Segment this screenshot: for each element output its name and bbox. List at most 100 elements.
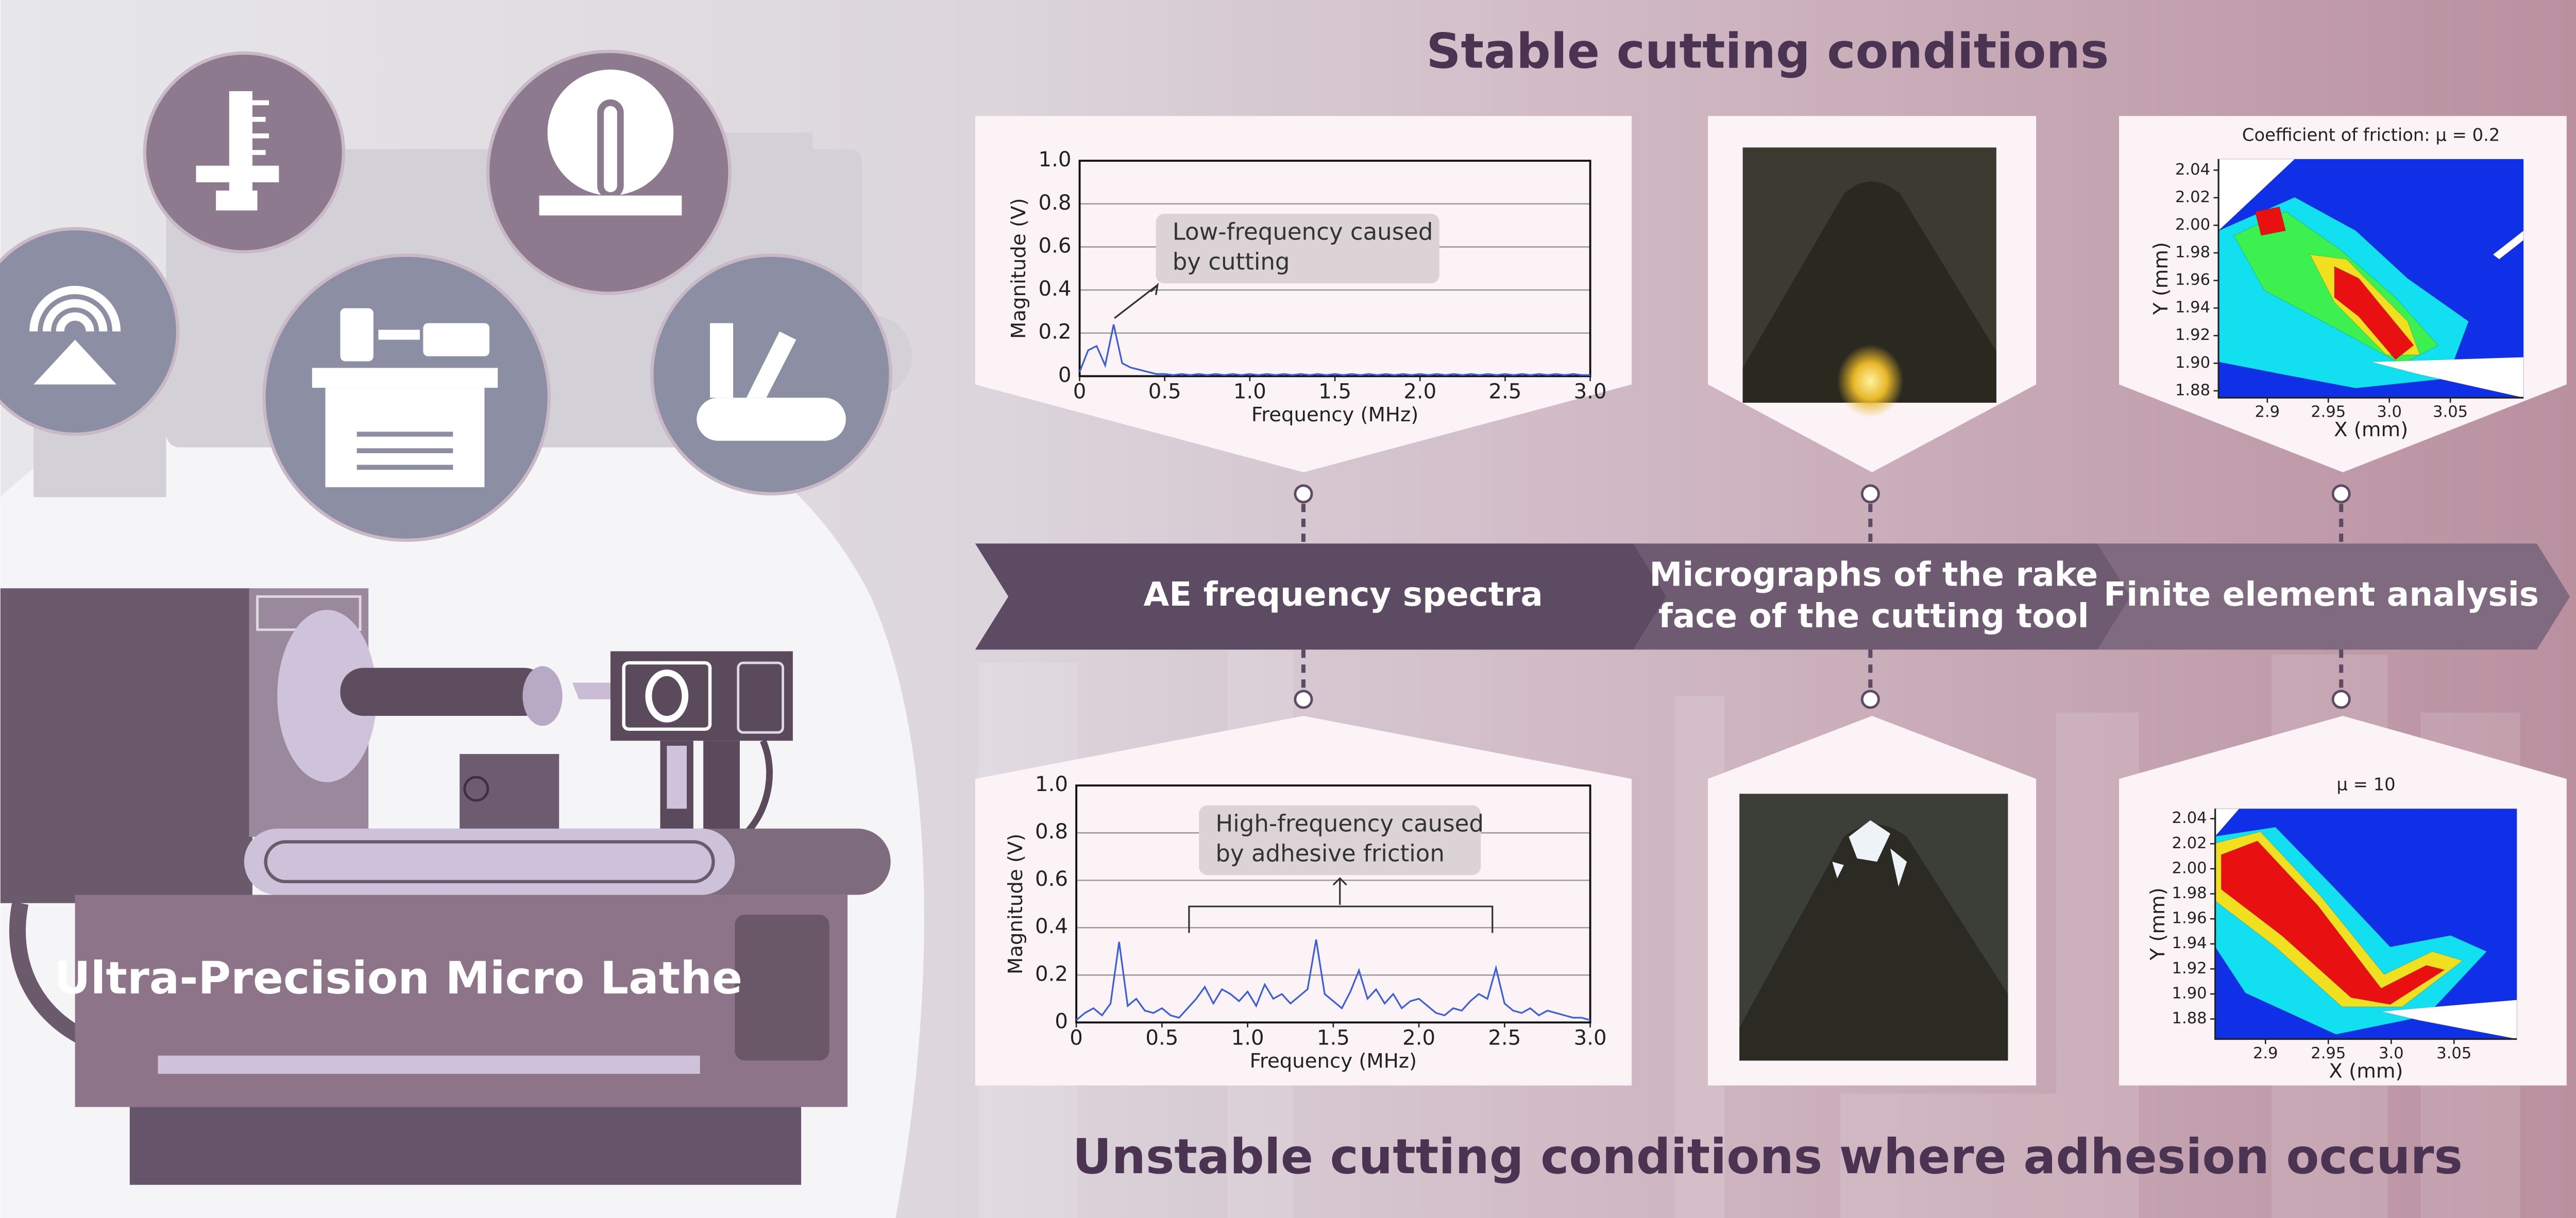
axis-lines [2214, 809, 2517, 1040]
micrographs-part [1742, 181, 1996, 403]
plot-title: Coefficient of friction: μ = 0.2 [2242, 125, 2500, 145]
x-tick-label: 0.5 [1145, 1026, 1178, 1050]
annotation-text: Low-frequency caused [1173, 218, 1433, 246]
arrow-head [1150, 282, 1159, 296]
flow-band-part [2097, 543, 2570, 650]
tool-icons-part [604, 106, 617, 193]
lathe: Ultra-Precision Micro Lathe [0, 588, 891, 1185]
x-tick-label: 3.0 [1574, 380, 1607, 404]
tool-icons-part [33, 339, 117, 385]
lathe-part [277, 610, 377, 782]
y-tick-label: 2.04 [2175, 161, 2210, 179]
plot-frame [1075, 784, 1591, 1024]
tool-icons-part [423, 323, 490, 356]
y-tick-label: 1.90 [2175, 354, 2210, 372]
annotation-text: by adhesive friction [1215, 839, 1445, 867]
contour-region [2221, 840, 2446, 1005]
y-tick-label: 1.92 [2172, 959, 2207, 977]
lathe-part [0, 588, 252, 903]
x-tick-label: 1.0 [1233, 380, 1266, 404]
y-tick-label: 1.90 [2172, 984, 2207, 1002]
y-tick-label: 0 [1055, 1009, 1068, 1033]
x-tick-label: 2.9 [2253, 1044, 2278, 1062]
machine-label: Ultra-Precision Micro Lathe [54, 952, 742, 1004]
lathe-part [645, 669, 689, 723]
arrow-head [1332, 877, 1347, 886]
y-tick-label: 1.98 [2175, 244, 2210, 262]
y-tick-label: 1.0 [1038, 148, 1071, 171]
y-tick-label: 0.4 [1035, 915, 1068, 938]
lathe-part [9, 901, 84, 1043]
tool-icons-part [252, 100, 269, 155]
y-tick-label: 1.94 [2175, 299, 2210, 317]
tool-icons-part [325, 387, 485, 487]
lathe-part [572, 682, 613, 699]
annotation-box [1156, 214, 1439, 284]
lathe-part [610, 651, 793, 741]
x-tick-label: 3.0 [2379, 1044, 2404, 1062]
x-tick-label: 2.95 [2311, 403, 2346, 421]
x-tick-label: 3.0 [1574, 1026, 1607, 1050]
background-part-part [1840, 1093, 2090, 1218]
chart: 1.88 1.90 1.92 1.94 1.96 1.98 2.00 2.02 2.04 2.9 2… [2146, 775, 2517, 1083]
y-axis-label: Magnitude (V) [1004, 834, 1027, 974]
lathe-part [737, 661, 784, 734]
y-tick-label: 1.88 [2172, 1009, 2207, 1027]
plot-title: μ = 10 [2336, 775, 2395, 795]
lathe-part [463, 776, 489, 802]
y-tick-label: 1.98 [2172, 884, 2207, 902]
chart: 0 0.2 0.4 0.6 0.8 1.0 0 0.5 1.0 1.5 2.0 2.5 3.0 Frequ… [1007, 148, 1606, 426]
y-tick-label: 1.92 [2175, 326, 2210, 344]
flow-band-part [1294, 484, 2351, 709]
x-axis-label: Frequency (MHz) [1251, 403, 1418, 426]
charts: 0 0.2 0.4 0.6 0.8 1.0 0 0.5 1.0 1.5 2.0 2.5 3.0 Frequ… [1004, 125, 2524, 1083]
y-tick-label: 1.96 [2172, 910, 2207, 928]
x-tick-label: 2.95 [2311, 1044, 2346, 1062]
y-tick-label: 2.00 [2175, 216, 2210, 234]
tool-icons-part [196, 91, 279, 211]
x-axis-label: Frequency (MHz) [1250, 1050, 1417, 1073]
x-tick-label: 2.0 [1402, 1026, 1435, 1050]
y-tick-label: 0.2 [1035, 962, 1068, 986]
annotation-text: by cutting [1173, 248, 1290, 276]
x-tick-label: 1.5 [1317, 1026, 1350, 1050]
x-tick-label: 3.05 [2436, 1044, 2471, 1062]
flow-band-part-part [1301, 504, 2344, 690]
stage-label: Finite element analysis [2104, 575, 2539, 614]
tool-icons-part [710, 323, 796, 398]
x-tick-label: 2.0 [1403, 380, 1436, 404]
x-tick-label: 2.5 [1488, 380, 1521, 404]
flow-band-part-part [2331, 484, 2351, 504]
lathe-part [622, 661, 712, 731]
stage-label: face of the cutting tool [1658, 597, 2089, 636]
tool-icons-part [312, 368, 498, 388]
lathe-part [158, 1055, 700, 1074]
lathe-part [735, 915, 829, 1061]
flow-band-part [975, 543, 1667, 650]
axis-lines [2217, 159, 2524, 399]
lathe-part [129, 1107, 801, 1185]
y-tick-label: 2.04 [2172, 809, 2207, 827]
y-tick-label: 0.8 [1038, 191, 1071, 215]
lathe-part [340, 667, 548, 716]
lathe-part [244, 828, 735, 895]
annotation-box [1199, 805, 1481, 875]
stage-label: AE frequency spectra [1143, 575, 1543, 614]
x-tick-label: 1.5 [1318, 380, 1351, 404]
y-axis-label: Y (mm) [2149, 242, 2173, 315]
lathe-part [522, 666, 563, 726]
micrographs [1739, 147, 2008, 1061]
x-tick-label: 3.0 [2377, 403, 2402, 421]
x-axis-label: X (mm) [2329, 1059, 2403, 1083]
x-tick-label: 0 [1073, 380, 1087, 404]
footer-title: Unstable cutting conditions where adhesi… [1073, 1129, 2463, 1185]
flow-band: AE frequency spectra Micrographs of the … [975, 484, 2570, 709]
y-axis-label: Y (mm) [2146, 887, 2170, 960]
x-tick-label: 3.05 [2433, 403, 2468, 421]
tool-icons-part [357, 432, 453, 470]
tool-icons-part-part [357, 432, 453, 470]
tool-icons [0, 49, 892, 542]
y-tick-label: 1.94 [2172, 934, 2207, 952]
lathe-part [703, 741, 740, 832]
